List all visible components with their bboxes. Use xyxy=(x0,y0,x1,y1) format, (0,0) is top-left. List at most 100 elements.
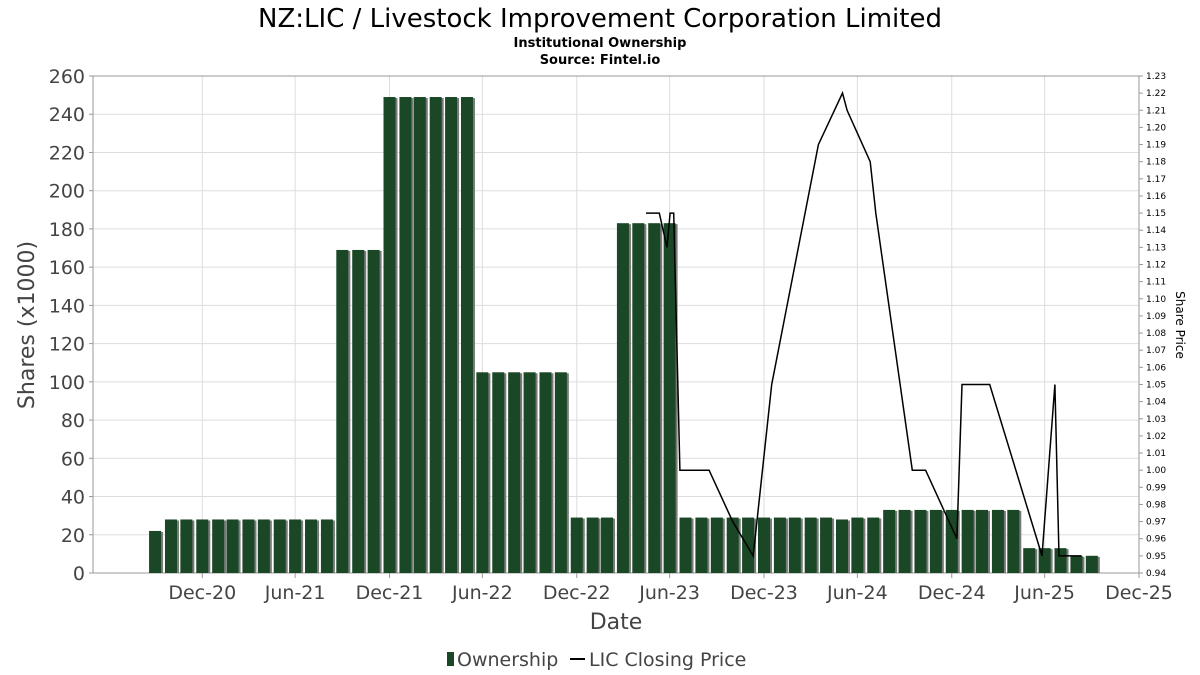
plot-frame xyxy=(92,75,1140,574)
ownership-bar xyxy=(914,509,927,573)
y-right-tick-label: 1.12 xyxy=(1146,261,1166,271)
ownership-bar xyxy=(1085,555,1098,573)
y-right-tick-label: 1.10 xyxy=(1146,295,1166,305)
legend-ownership-swatch xyxy=(447,652,454,666)
y-right-tick-label: 0.95 xyxy=(1146,552,1166,562)
y-right-tick-label: 0.98 xyxy=(1146,500,1166,510)
y-right-tick-label: 0.97 xyxy=(1146,518,1166,528)
ownership-bar xyxy=(601,517,614,573)
ownership-bar xyxy=(929,509,942,573)
x-tick-label: Jun-22 xyxy=(451,582,513,604)
y-right-tick-label: 1.11 xyxy=(1146,278,1166,288)
y-right-tick-label: 1.01 xyxy=(1146,449,1166,459)
price-line xyxy=(646,90,1082,559)
x-tick-label: Dec-23 xyxy=(730,582,798,604)
legend-price-label: LIC Closing Price xyxy=(589,649,746,671)
y-right-tick-label: 1.15 xyxy=(1146,209,1166,219)
x-tick-label: Jun-21 xyxy=(264,582,326,604)
price-line-layer xyxy=(646,90,1082,559)
y-right-tick-label: 0.94 xyxy=(1146,569,1166,579)
x-tick-label: Dec-20 xyxy=(168,582,236,604)
ownership-bar xyxy=(413,97,426,574)
y-right-tick-label: 1.13 xyxy=(1146,243,1166,253)
y-tick-label: 40 xyxy=(61,487,85,509)
x-axis: Dec-20 Jun-21 Dec-21 Jun-22 Dec-22 Jun-23 Dec-… xyxy=(168,573,1173,604)
x-tick-label: Jun-24 xyxy=(826,582,888,604)
y-right-tick-label: 0.96 xyxy=(1146,535,1166,545)
chart-title: NZ:LIC / Livestock Improvement Corporati… xyxy=(258,4,942,34)
ownership-bar xyxy=(742,517,755,573)
ownership-bar xyxy=(212,519,225,573)
x-tick-label: Dec-25 xyxy=(1105,582,1173,604)
y-axis-label: Shares (x1000) xyxy=(15,241,40,409)
legend-ownership-label: Ownership xyxy=(457,649,558,671)
y-tick-label: 120 xyxy=(49,334,85,356)
ownership-bar xyxy=(788,517,801,573)
ownership-bar xyxy=(961,509,974,573)
x-tick-label: Dec-24 xyxy=(918,582,986,604)
y-right-tick-label: 1.09 xyxy=(1146,312,1166,322)
y-tick-label: 100 xyxy=(49,372,85,394)
ownership-bar xyxy=(149,530,162,573)
ownership-bar xyxy=(476,372,489,573)
y-right-tick-label: 1.14 xyxy=(1146,226,1166,236)
y-right-tick-label: 1.18 xyxy=(1146,158,1166,168)
ownership-bar xyxy=(1007,509,1020,573)
ownership-bar xyxy=(820,517,833,573)
y-right-tick-label: 1.06 xyxy=(1146,363,1166,373)
chart-source: Source: Fintel.io xyxy=(540,53,661,68)
x-tick-label: Dec-22 xyxy=(543,582,611,604)
y-right-tick-label: 1.05 xyxy=(1146,380,1166,390)
y-right-tick-label: 1.19 xyxy=(1146,141,1166,151)
ownership-bar xyxy=(1054,548,1067,573)
y-tick-label: 260 xyxy=(49,66,85,88)
x-tick-label: Dec-21 xyxy=(356,582,424,604)
ownership-bar xyxy=(164,519,177,573)
ownership-bar xyxy=(305,519,318,573)
y-right-tick-label: 1.02 xyxy=(1146,432,1166,442)
ownership-bar xyxy=(586,517,599,573)
y-tick-label: 20 xyxy=(61,525,85,547)
ownership-bar xyxy=(663,223,676,573)
y-axis-left: 0 20 40 60 80 100 120 140 160 180 200 220 240 260 xyxy=(49,66,93,585)
x-axis-label: Date xyxy=(590,610,643,635)
ownership-bar xyxy=(367,249,380,573)
ownership-bar xyxy=(257,519,270,573)
x-tick-label: Jun-23 xyxy=(638,582,700,604)
ownership-bar xyxy=(242,519,255,573)
ownership-bar xyxy=(445,97,458,574)
y-right-tick-label: 1.20 xyxy=(1146,123,1166,133)
y-tick-label: 0 xyxy=(73,563,85,585)
ownership-bar xyxy=(976,509,989,573)
y-right-tick-label: 1.04 xyxy=(1146,398,1166,408)
ownership-bar xyxy=(710,517,723,573)
ownership-bar xyxy=(399,97,412,574)
y-right-tick-label: 1.16 xyxy=(1146,192,1166,202)
ownership-bar xyxy=(991,509,1004,573)
grid xyxy=(93,75,1140,574)
ownership-bar xyxy=(226,519,239,573)
y-right-tick-label: 0.99 xyxy=(1146,483,1166,493)
y-right-tick-label: 1.21 xyxy=(1146,106,1166,116)
ownership-bar xyxy=(539,372,552,573)
ownership-bar xyxy=(867,517,880,573)
ownership-bar xyxy=(835,519,848,573)
legend: Ownership LIC Closing Price xyxy=(447,649,746,671)
y-axis-right-label: Share Price xyxy=(1173,291,1187,359)
ownership-bar xyxy=(632,223,645,573)
ownership-bar xyxy=(180,519,193,573)
ownership-bar xyxy=(883,509,896,573)
ownership-bar xyxy=(460,97,473,574)
x-tick-label: Jun-25 xyxy=(1013,582,1075,604)
ownership-bar xyxy=(429,97,442,574)
ownership-bar xyxy=(289,519,302,573)
ownership-bar xyxy=(648,223,661,573)
y-tick-label: 140 xyxy=(49,295,85,317)
ownership-bar xyxy=(773,517,786,573)
ownership-bar xyxy=(804,517,817,573)
ownership-bar xyxy=(757,517,770,573)
ownership-bar xyxy=(679,517,692,573)
ownership-bar xyxy=(492,372,505,573)
ownership-bar xyxy=(383,97,396,574)
